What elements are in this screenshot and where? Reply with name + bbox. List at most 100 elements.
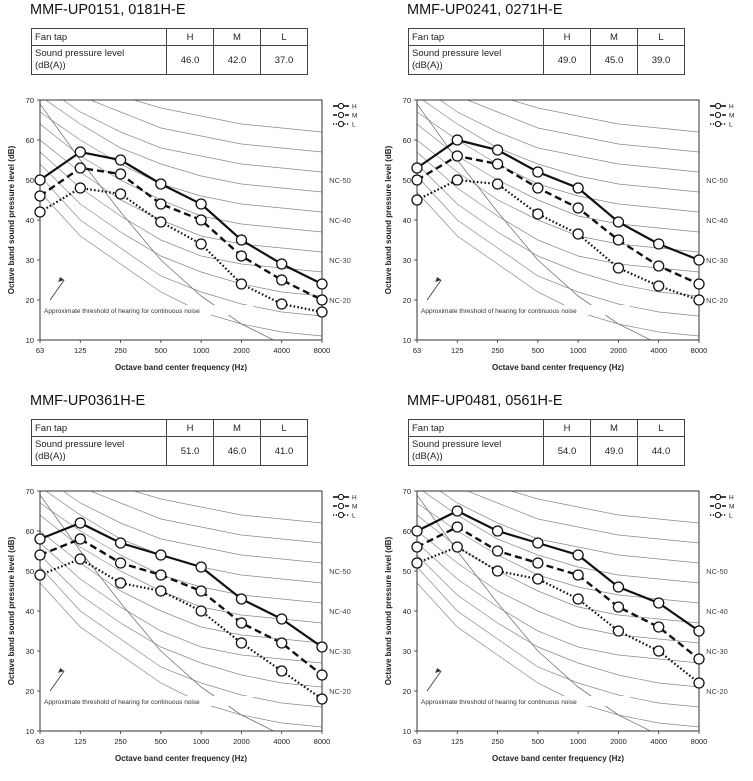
data-point [693, 294, 705, 306]
x-tick-label: 63 [413, 346, 421, 355]
nc-curve-line [45, 100, 322, 193]
x-tick-label: 63 [36, 346, 44, 355]
data-point [612, 601, 625, 613]
legend-swatch-marker [337, 111, 345, 119]
data-point [491, 144, 504, 156]
nc-curve-line [89, 100, 322, 153]
data-point [195, 238, 207, 250]
threshold-label-backdrop [420, 305, 630, 315]
data-point [653, 645, 665, 657]
data-point [316, 693, 328, 705]
legend-label: H [352, 495, 357, 502]
x-tick-label: 8000 [691, 737, 708, 746]
spl-value-m: 45.0 [590, 45, 638, 75]
nc-curve-line [132, 100, 322, 133]
spl-value-l: 41.0 [260, 436, 308, 466]
legend-swatch-marker [714, 493, 722, 501]
spl-label-line1: Sound pressure level [35, 439, 125, 450]
data-point [693, 278, 705, 290]
chart-panel-3: MMF-UP0361H-E Fan tap H M L Sound pressu… [0, 391, 376, 781]
threshold-label-backdrop [43, 696, 253, 706]
data-point [491, 158, 504, 170]
data-point [34, 206, 46, 218]
spl-label-line2: (dB(A)) [412, 60, 443, 71]
data-point [693, 653, 705, 665]
nc-label: NC-30 [329, 647, 351, 656]
data-point [451, 174, 463, 186]
y-axis-title: Octave band sound pressure level (dB) [7, 145, 16, 294]
x-tick-label: 500 [155, 737, 168, 746]
x-tick-label: 500 [532, 737, 545, 746]
x-tick-label: 125 [74, 346, 87, 355]
data-point [155, 216, 167, 228]
data-point [572, 228, 584, 240]
y-tick-label: 40 [26, 607, 34, 616]
y-tick-label: 30 [403, 256, 411, 265]
x-tick-label: 1000 [570, 737, 587, 746]
x-tick-label: 4000 [273, 737, 290, 746]
threshold-arrow [49, 670, 65, 692]
series-line [39, 186, 323, 314]
spl-value-m: 42.0 [213, 45, 261, 75]
fan-tap-label: Fan tap [408, 419, 544, 437]
spl-value-h: 46.0 [166, 45, 214, 75]
data-point [532, 537, 544, 549]
series-H [34, 146, 328, 290]
nc-curve-line [417, 175, 699, 317]
nc-curve-line [417, 191, 699, 337]
y-tick-label: 60 [403, 136, 411, 145]
nc-curve-line [422, 100, 699, 193]
data-point [34, 190, 46, 202]
series-line [416, 525, 700, 660]
fan-tap-label: Fan tap [31, 28, 167, 46]
legend-label: M [729, 113, 734, 120]
data-point [34, 549, 46, 561]
nc-curve-line [40, 542, 322, 664]
data-point [155, 569, 167, 581]
nc-curve-line [40, 175, 322, 317]
data-point [653, 597, 665, 609]
sound-pressure-table: Fan tap H M L Sound pressure level (dB(A)… [408, 28, 685, 75]
legend-swatch-marker [714, 102, 722, 110]
nc-curve-line [509, 491, 699, 524]
spl-value-l: 37.0 [260, 45, 308, 75]
nc-label: NC-40 [706, 607, 728, 616]
data-point [572, 593, 584, 605]
nc-curve-line [439, 100, 699, 173]
legend-swatch-marker [337, 502, 345, 510]
data-point [653, 280, 665, 292]
x-tick-label: 125 [451, 737, 464, 746]
nc-curve-line [417, 163, 699, 297]
fan-tap-label: Fan tap [408, 28, 544, 46]
data-point [155, 549, 167, 561]
threshold-arrowhead [435, 277, 442, 282]
x-tick-label: 8000 [314, 346, 331, 355]
data-point [612, 216, 625, 228]
data-point [114, 154, 127, 166]
x-tick-label: 2000 [233, 737, 250, 746]
x-tick-label: 500 [532, 346, 545, 355]
data-point [693, 677, 705, 689]
nc-curve-line [417, 111, 699, 213]
nc-chart: 10 20 30 40 50 60 70 63 125 250 500 1000 2000 4000 800… [7, 487, 357, 763]
data-point [74, 162, 86, 174]
y-tick-label: 70 [403, 487, 411, 496]
y-tick-label: 50 [26, 567, 34, 576]
sound-pressure-table: Fan tap H M L Sound pressure level (dB(A)… [31, 28, 308, 75]
threshold-label-backdrop [420, 696, 630, 706]
x-tick-label: 250 [491, 737, 504, 746]
nc-curve-line [417, 566, 699, 708]
data-point [195, 561, 207, 573]
col-header-l: L [637, 419, 685, 437]
spl-value-l: 39.0 [637, 45, 685, 75]
chart-panel-2: MMF-UP0241, 0271H-E Fan tap H M L Sound … [377, 0, 753, 390]
legend-label: L [352, 513, 356, 520]
data-point [491, 178, 504, 190]
legend-label: M [352, 113, 357, 120]
nc-curves [417, 491, 699, 731]
y-tick-label: 50 [403, 176, 411, 185]
sound-pressure-table: Fan tap H M L Sound pressure level (dB(A)… [408, 419, 685, 466]
y-tick-label: 50 [403, 567, 411, 576]
data-point [451, 541, 463, 553]
x-tick-label: 1000 [193, 346, 210, 355]
